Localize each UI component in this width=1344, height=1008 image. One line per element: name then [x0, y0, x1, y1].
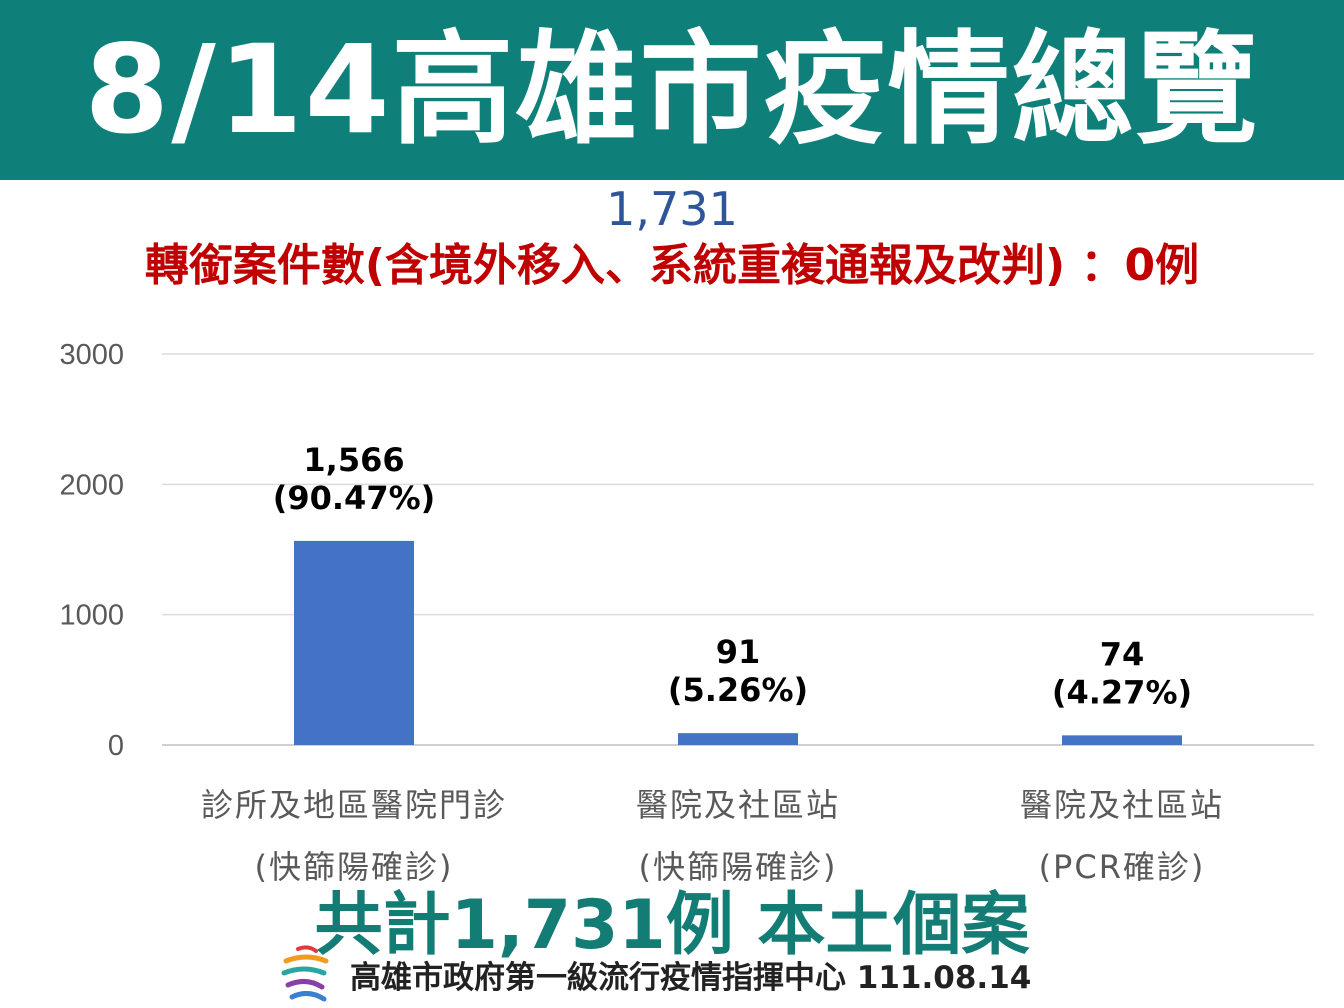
y-tick-label: 1000 [59, 600, 124, 632]
data-label: (5.26%) [668, 671, 808, 709]
category-label: 醫院及社區站 [636, 786, 840, 824]
bar [294, 540, 414, 745]
data-label: (4.27%) [1052, 673, 1192, 711]
data-label: 74 [1100, 635, 1145, 673]
header-banner: 8/14高雄市疫情總覽 [0, 0, 1344, 180]
category-label: (PCR確診) [1039, 848, 1206, 886]
data-label: (90.47%) [273, 479, 436, 517]
bar-chart: 0 1000 2000 3000 1,566(90.47%) 診所及地區醫院門診 (快篩陽確… [59, 339, 1314, 886]
y-tick-label: 0 [108, 730, 124, 762]
data-label: 1,566 [303, 441, 404, 479]
total-count: 1,731 [606, 182, 738, 236]
kaohsiung-logo-icon [281, 945, 329, 1002]
category-label: (快篩陽確診) [255, 848, 454, 886]
footer-org: 高雄市政府第一級流行疫情指揮中心 111.08.14 [350, 959, 1032, 996]
page-title: 8/14高雄市疫情總覽 [84, 19, 1260, 161]
grand-total: 共計1,731例 本土個案 [314, 886, 1030, 965]
y-tick-label: 2000 [59, 469, 124, 501]
data-label: 91 [716, 633, 761, 671]
category-label: 診所及地區醫院門診 [201, 786, 507, 824]
footer: 高雄市政府第一級流行疫情指揮中心 111.08.14 [278, 944, 1031, 1004]
category-label: 醫院及社區站 [1020, 786, 1224, 824]
bar [1062, 735, 1182, 745]
transfer-note: 轉銜案件數(含境外移入、系統重複通報及改判) ：0例 [144, 240, 1200, 291]
y-tick-label: 3000 [59, 339, 124, 371]
category-label: (快篩陽確診) [639, 848, 838, 886]
bar [678, 733, 798, 745]
